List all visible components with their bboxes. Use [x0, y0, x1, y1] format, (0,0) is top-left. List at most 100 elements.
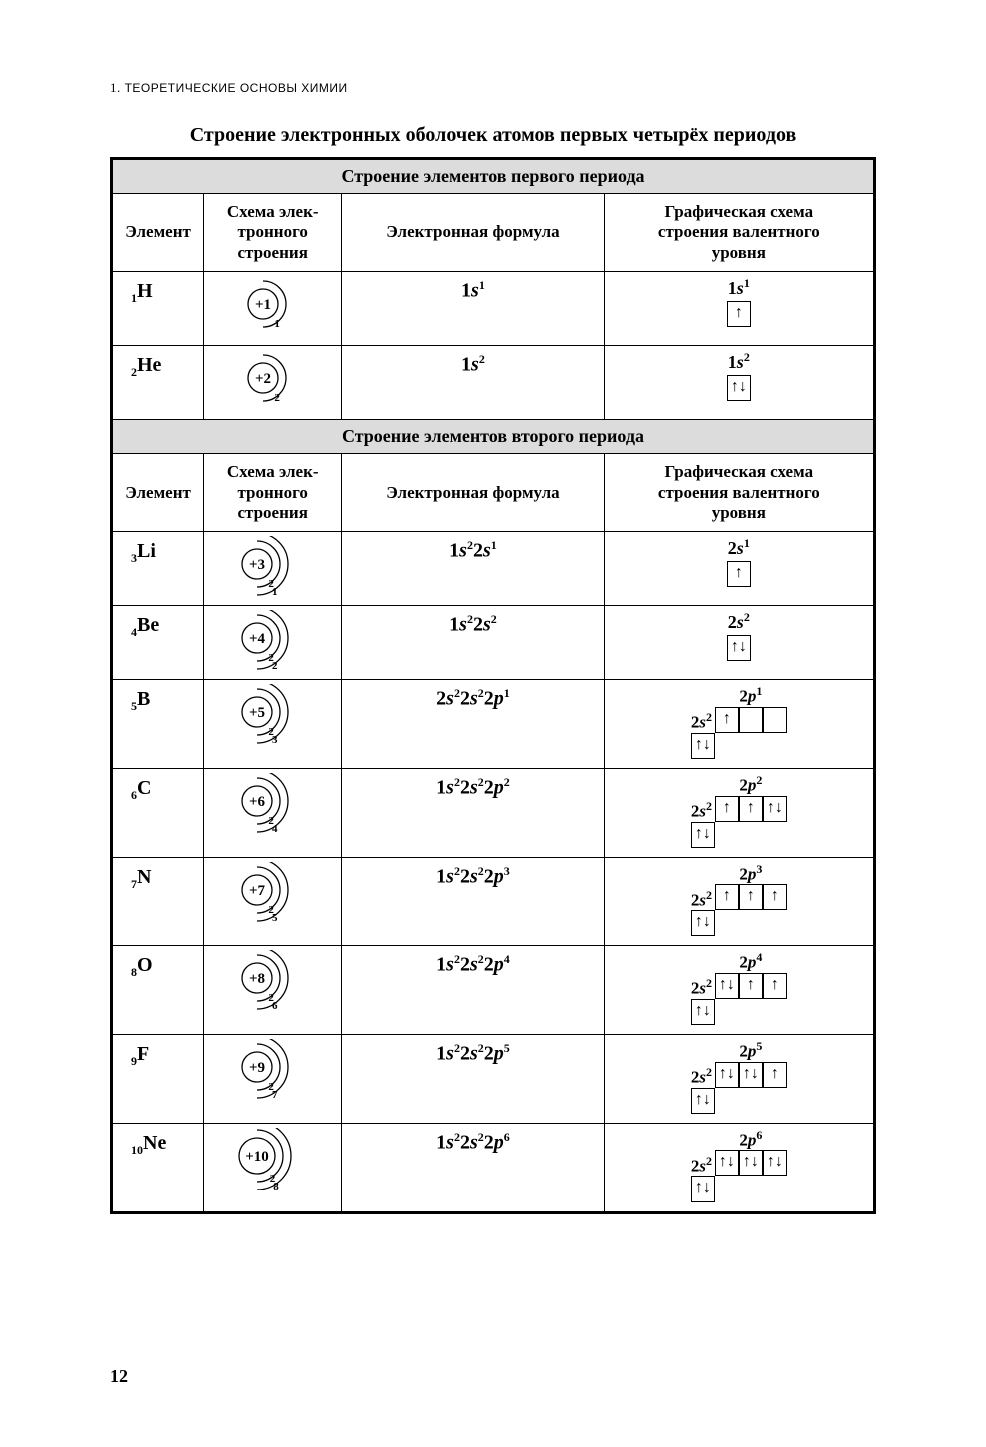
shell-diagram-icon: +624 [223, 773, 323, 835]
electron-config-table: Строение элементов первого периодаЭлемен… [110, 157, 876, 1214]
col-header-element: Элемент [112, 454, 204, 532]
orbital-box: ↑↓ [691, 733, 715, 759]
shell-diagram-icon: +725 [223, 862, 323, 924]
svg-text:8: 8 [273, 1181, 279, 1190]
formula-cell: 1s22s22p3 [342, 857, 604, 946]
svg-text:2: 2 [274, 392, 280, 404]
svg-text:4: 4 [272, 823, 278, 835]
orbital-box [763, 707, 787, 733]
orbital-box: ↑↓ [763, 796, 787, 822]
orbital-box: ↑↓ [715, 1150, 739, 1176]
period-band: Строение элементов второго периода [112, 420, 875, 454]
scheme-cell: +624 [204, 769, 342, 858]
s-label: 2s2 [691, 973, 715, 999]
scheme-cell: +1028 [204, 1123, 342, 1213]
orbital-diagram: 1s2↑↓ [609, 350, 869, 401]
orbital-label: 2s2 [609, 610, 869, 633]
orbital-box: ↑↓ [715, 973, 739, 999]
orbital-box: ↑↓ [691, 822, 715, 848]
orbital-cell: 2p42s2↑↓↑↑↑↓ [604, 946, 874, 1035]
col-header-element: Элемент [112, 194, 204, 272]
svg-text:+1: +1 [255, 297, 271, 313]
orbital-box: ↑ [739, 796, 763, 822]
element-cell: 6C [112, 769, 204, 858]
formula-cell: 1s22s22p6 [342, 1123, 604, 1213]
svg-text:2: 2 [272, 660, 278, 672]
orbital-box: ↑ [763, 973, 787, 999]
scheme-cell: +321 [204, 532, 342, 606]
formula-cell: 1s1 [342, 272, 604, 346]
scheme-cell: +826 [204, 946, 342, 1035]
orbital-box: ↑ [715, 796, 739, 822]
col-header-orbital: Графическая схемастроения валентногоуров… [604, 454, 874, 532]
element-cell: 8O [112, 946, 204, 1035]
orbital-box: ↑↓ [739, 1150, 763, 1176]
shell-diagram-icon: +927 [223, 1039, 323, 1101]
svg-text:6: 6 [272, 1000, 278, 1012]
page-number: 12 [110, 1366, 128, 1387]
col-header-formula: Электронная формула [342, 454, 604, 532]
s-label: 2s2 [691, 707, 715, 733]
period-band: Строение элементов первого периода [112, 159, 875, 194]
svg-text:1: 1 [274, 318, 280, 330]
orbital-diagram: 2p32s2↑↑↑↑↓ [691, 862, 787, 937]
svg-text:+10: +10 [245, 1149, 269, 1165]
orbital-cell: 2s1↑ [604, 532, 874, 606]
svg-text:5: 5 [272, 912, 278, 924]
orbital-box: ↑↓ [727, 375, 751, 401]
scheme-cell: +523 [204, 680, 342, 769]
scheme-cell: +22 [204, 346, 342, 420]
p-label: 2p2 [715, 773, 787, 796]
orbital-box: ↑ [727, 561, 751, 587]
shell-diagram-icon: +1028 [223, 1128, 323, 1190]
orbital-box: ↑↓ [691, 999, 715, 1025]
s-label: 2s2 [691, 1150, 715, 1176]
scheme-cell: +725 [204, 857, 342, 946]
svg-text:7: 7 [272, 1089, 278, 1101]
orbital-label: 1s1 [609, 276, 869, 299]
svg-text:+9: +9 [249, 1060, 265, 1076]
orbital-cell: 2p52s2↑↓↑↓↑↑↓ [604, 1034, 874, 1123]
orbital-diagram: 2s2↑↓ [609, 610, 869, 661]
orbital-box: ↑↓ [763, 1150, 787, 1176]
page-title: Строение электронных оболочек атомов пер… [110, 124, 876, 147]
formula-cell: 1s22s22p2 [342, 769, 604, 858]
scheme-cell: +11 [204, 272, 342, 346]
formula-cell: 1s2 [342, 346, 604, 420]
col-header-scheme: Схема элек-тронногостроения [204, 194, 342, 272]
svg-text:+4: +4 [249, 631, 266, 647]
scheme-cell: +422 [204, 606, 342, 680]
element-cell: 10Ne [112, 1123, 204, 1213]
svg-text:+3: +3 [249, 557, 265, 573]
s-label: 2s2 [691, 796, 715, 822]
orbital-box: ↑ [763, 1062, 787, 1088]
col-header-formula: Электронная формула [342, 194, 604, 272]
element-cell: 7N [112, 857, 204, 946]
orbital-cell: 2s2↑↓ [604, 606, 874, 680]
orbital-box: ↑ [739, 973, 763, 999]
formula-cell: 1s22s22p4 [342, 946, 604, 1035]
shell-diagram-icon: +523 [223, 684, 323, 746]
orbital-boxes: ↑↓ [727, 375, 751, 401]
orbital-box: ↑ [739, 884, 763, 910]
element-cell: 9F [112, 1034, 204, 1123]
formula-cell: 2s22s22p1 [342, 680, 604, 769]
orbital-box [739, 707, 763, 733]
orbital-label: 2s1 [609, 536, 869, 559]
formula-cell: 1s22s2 [342, 606, 604, 680]
orbital-diagram: 2p22s2↑↑↑↓↑↓ [691, 773, 787, 848]
orbital-cell: 1s2↑↓ [604, 346, 874, 420]
orbital-diagram: 2p42s2↑↓↑↑↑↓ [691, 950, 787, 1025]
element-cell: 5B [112, 680, 204, 769]
orbital-box: ↑ [727, 301, 751, 327]
orbital-box: ↑↓ [739, 1062, 763, 1088]
orbital-box: ↑↓ [715, 1062, 739, 1088]
shell-diagram-icon: +11 [223, 276, 323, 338]
orbital-cell: 2p12s2↑↑↓ [604, 680, 874, 769]
p-label: 2p4 [715, 950, 787, 973]
running-head: 1. ТЕОРЕТИЧЕСКИЕ ОСНОВЫ ХИМИИ [110, 80, 876, 96]
svg-text:+7: +7 [249, 883, 266, 899]
element-cell: 2He [112, 346, 204, 420]
svg-text:+6: +6 [249, 794, 266, 810]
svg-text:+2: +2 [255, 371, 271, 387]
